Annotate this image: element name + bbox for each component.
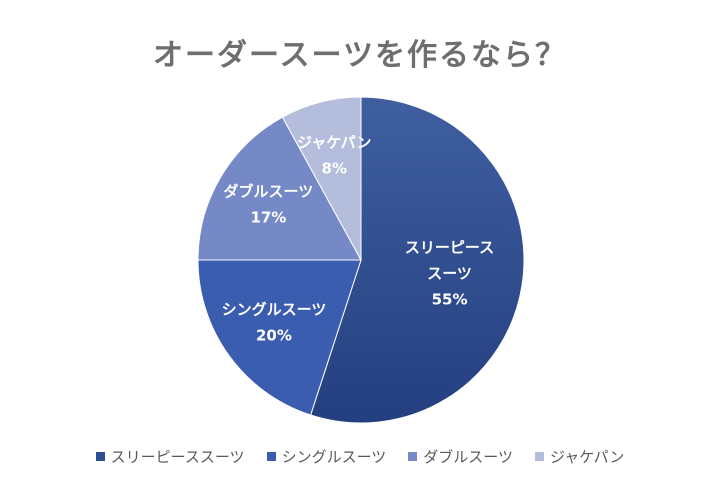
- data-label-category-jacket-pants: ジャケパン: [297, 133, 371, 151]
- legend-label-three-piece: スリーピーススーツ: [110, 448, 245, 466]
- data-label-category-double: ダブルスーツ: [224, 183, 314, 201]
- data-label-value-single: 20%: [256, 327, 292, 345]
- legend-item-jacket-pants: ジャケパン: [534, 446, 625, 467]
- legend-item-double: ダブルスーツ: [408, 446, 513, 467]
- legend-swatch-double: [408, 452, 418, 461]
- data-label-value-jacket-pants: 8%: [322, 159, 347, 177]
- data-label-value-double: 17%: [250, 209, 286, 227]
- pie-slice-single: [197, 259, 362, 416]
- legend-item-single: シングルスーツ: [266, 446, 387, 467]
- data-label-value-three-piece: 55%: [432, 291, 468, 309]
- chart-title: オーダースーツを作るなら？: [153, 38, 567, 73]
- legend-swatch-jacket-pants: [534, 452, 544, 461]
- legend-swatch-single: [266, 452, 276, 461]
- legend-swatch-three-piece: [95, 452, 105, 461]
- pie-slice-three-piece: [309, 96, 525, 424]
- legend-label-single: シングルスーツ: [281, 448, 387, 466]
- legend-label-double: ダブルスーツ: [423, 448, 513, 466]
- data-label-category-three-piece: スーツ: [427, 265, 472, 283]
- legend-label-jacket-pants: ジャケパン: [549, 448, 625, 466]
- data-label-category-three-piece: スリーピース: [405, 239, 494, 257]
- pie-slice-double: [197, 116, 362, 261]
- legend-item-three-piece: スリーピーススーツ: [95, 446, 245, 467]
- legend: スリーピーススーツ シングルスーツ ダブルスーツ ジャケパン: [0, 446, 720, 467]
- pie-slice-jacket-pants: [281, 96, 362, 261]
- data-label-category-single: シングルスーツ: [222, 301, 327, 319]
- pie-chart: スリーピーススーツ 55% シングルスーツ 20% ダブルスーツ 17% ジャケパン 8%: [197, 96, 525, 424]
